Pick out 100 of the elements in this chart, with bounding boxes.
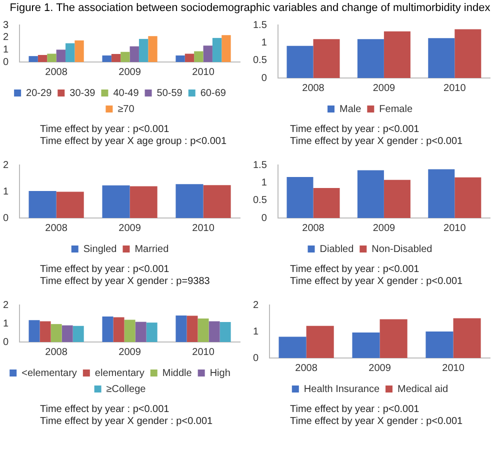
- y-tick-label: 1: [3, 186, 9, 198]
- bar: [220, 322, 231, 342]
- y-tick-label: 0.5: [252, 195, 268, 206]
- legend-label: Female: [379, 104, 413, 115]
- y-tick-label: 2: [3, 160, 9, 171]
- bar: [453, 318, 481, 358]
- y-tick-label: 1: [253, 326, 259, 338]
- bar: [28, 56, 38, 62]
- y-tick-label: 0: [253, 352, 259, 364]
- bar: [357, 170, 384, 218]
- text: Time effect by year : p<0.001: [290, 264, 420, 276]
- bar: [102, 55, 112, 62]
- bar: [186, 316, 198, 342]
- bar: [313, 39, 340, 78]
- x-tick-label: 2008: [302, 82, 325, 94]
- bar: [176, 55, 185, 62]
- bar: [222, 35, 231, 62]
- x-tick-label: 2010: [444, 222, 466, 234]
- bar: [47, 54, 56, 62]
- text: Time effect by year : p<0.001: [290, 404, 420, 416]
- y-tick-label: 0: [261, 212, 268, 224]
- y-tick-label: 0: [3, 336, 9, 348]
- bar: [286, 177, 314, 218]
- bar: [50, 324, 62, 342]
- text: Time effect by year X gender : p<0.001: [290, 416, 464, 428]
- legend-label: Non-Disabled: [372, 244, 432, 255]
- bar: [135, 322, 146, 342]
- bar: [212, 38, 222, 62]
- bar: [352, 332, 380, 358]
- bar: [384, 31, 410, 78]
- y-tick-label: 1.5: [252, 160, 268, 171]
- bar: [198, 318, 209, 342]
- legend-label: Health Insurance: [304, 384, 380, 395]
- legend-label: 60-69: [200, 88, 226, 99]
- x-tick-label: 2008: [45, 346, 68, 358]
- text: Time effect by year X gender : p<0.001: [290, 136, 464, 148]
- text: Time effect by year X gender : p=9383: [40, 276, 211, 288]
- bar: [194, 51, 204, 62]
- bar: [454, 177, 482, 218]
- legend-label: ≥70: [118, 104, 135, 115]
- x-tick-label: 2009: [118, 346, 142, 358]
- x-tick-label: 2009: [118, 66, 142, 78]
- bar: [380, 319, 408, 358]
- bar: [28, 190, 56, 218]
- bar: [313, 188, 340, 218]
- x-tick-label: 2010: [192, 346, 215, 358]
- text: Time effect by year : p<0.001: [40, 264, 170, 276]
- bar: [62, 325, 73, 342]
- legend-label: Diabled: [320, 244, 354, 255]
- x-tick-label: 2008: [302, 222, 325, 234]
- text: Time effect by year : p<0.001: [40, 404, 170, 416]
- x-tick-label: 2009: [368, 362, 392, 374]
- bar: [130, 186, 158, 218]
- x-tick-label: 2009: [118, 222, 142, 234]
- legend-label: 30-39: [70, 88, 96, 99]
- x-tick-label: 2010: [192, 66, 215, 78]
- x-tick-label: 2008: [295, 362, 318, 374]
- x-tick-label: 2009: [372, 222, 396, 234]
- legend-label: <elementary: [22, 368, 77, 379]
- legend-label: elementary: [94, 368, 144, 379]
- x-tick-label: 2010: [442, 362, 465, 374]
- bar: [208, 321, 220, 342]
- bar: [120, 52, 130, 62]
- bar: [426, 332, 454, 358]
- bar: [384, 180, 410, 218]
- chart-title: Figure 1. The association between sociodemographic variables and change of multimorbidity index: [8, 1, 492, 16]
- bar: [428, 38, 455, 78]
- x-tick-label: 2008: [45, 66, 68, 78]
- bar: [306, 326, 334, 358]
- bar: [357, 39, 384, 78]
- bar: [38, 54, 48, 62]
- bar: [72, 326, 84, 342]
- legend-label: Medical aid: [398, 384, 448, 395]
- y-tick-label: 1: [3, 44, 9, 56]
- bar: [184, 54, 194, 62]
- bar: [40, 321, 51, 342]
- legend-label: High: [210, 368, 230, 379]
- x-tick-label: 2009: [372, 82, 396, 94]
- legend-label: Married: [134, 244, 169, 255]
- bar: [203, 46, 212, 62]
- legend-label: Middle: [162, 368, 192, 379]
- bar: [56, 192, 84, 218]
- y-tick-label: 0: [3, 212, 9, 224]
- bar: [124, 320, 136, 342]
- bar: [138, 38, 148, 62]
- legend-label: 50-59: [156, 88, 183, 99]
- bar: [146, 322, 158, 342]
- y-tick-label: 2: [3, 32, 9, 44]
- bar: [176, 184, 204, 218]
- text: Time effect by year X gender : p<0.001: [290, 276, 464, 288]
- legend-label: Singled: [83, 244, 117, 255]
- bar: [111, 54, 121, 62]
- legend-label: Male: [339, 104, 362, 115]
- x-tick-label: 2010: [192, 222, 215, 234]
- y-tick-label: 2: [253, 300, 259, 311]
- text: Time effect by year : p<0.001: [290, 124, 420, 136]
- bar: [113, 317, 124, 342]
- bar: [130, 46, 139, 62]
- bar: [148, 36, 158, 62]
- bar: [74, 40, 84, 62]
